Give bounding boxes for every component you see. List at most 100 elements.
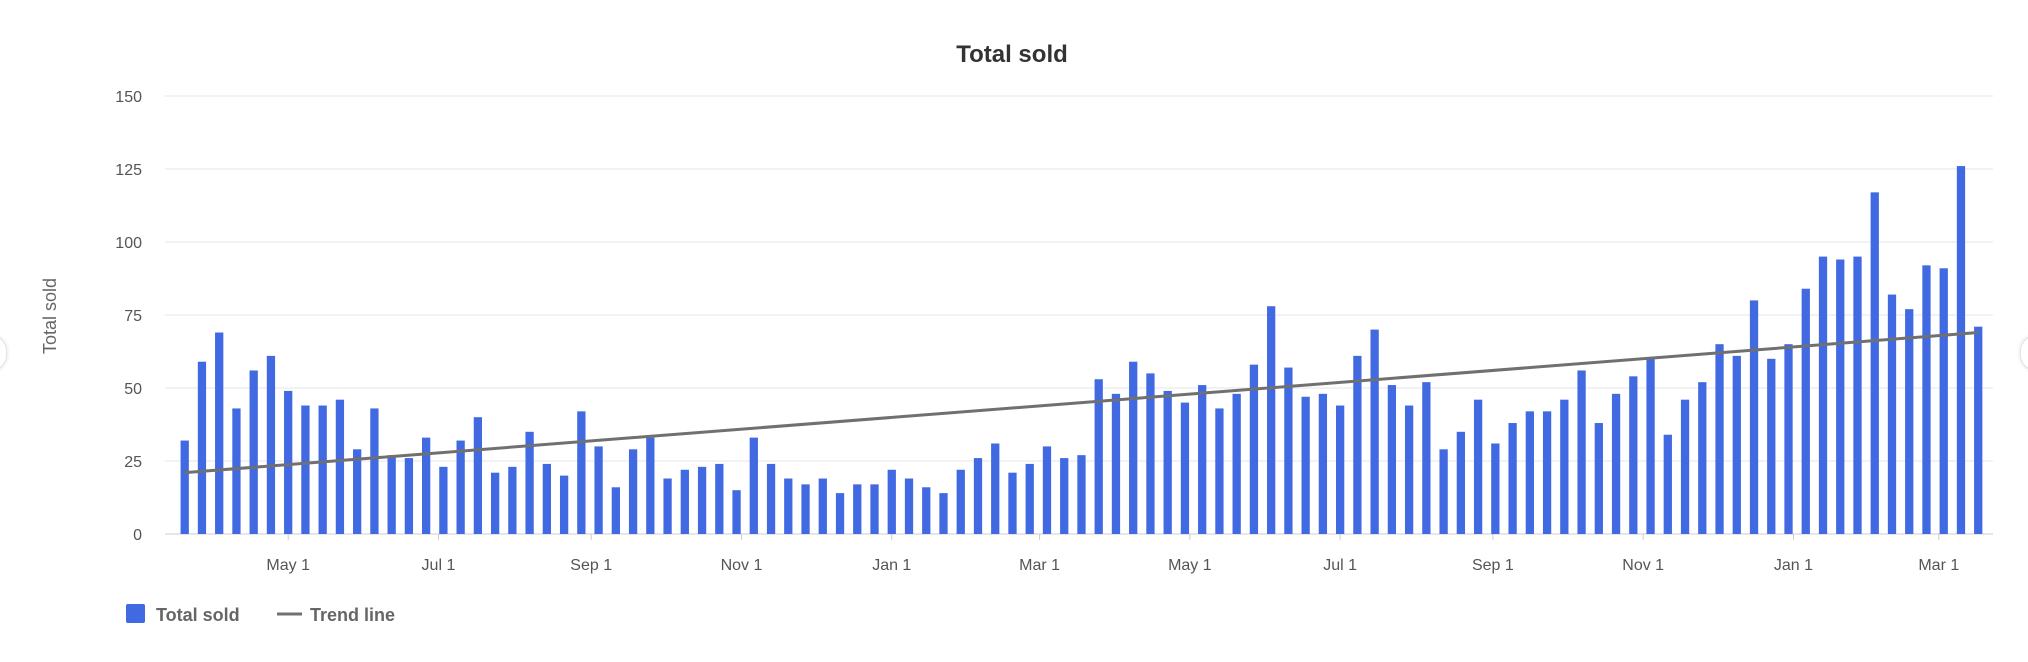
legend-item-total-sold[interactable]: Total sold <box>126 604 240 625</box>
bar[interactable] <box>525 431 534 534</box>
bar[interactable] <box>1491 443 1500 534</box>
bar[interactable] <box>870 484 879 534</box>
bar[interactable] <box>284 390 293 534</box>
bar[interactable] <box>1784 344 1793 534</box>
bar[interactable] <box>180 440 189 534</box>
bar[interactable] <box>628 449 638 534</box>
bar[interactable] <box>663 478 672 534</box>
bar[interactable] <box>456 440 465 534</box>
bar[interactable] <box>1129 361 1138 534</box>
bar[interactable] <box>1663 434 1672 534</box>
bar[interactable] <box>1611 393 1621 534</box>
bar[interactable] <box>784 478 793 534</box>
bar[interactable] <box>732 490 741 534</box>
bar[interactable] <box>215 332 224 534</box>
bar[interactable] <box>1577 370 1586 534</box>
bar[interactable] <box>301 405 310 534</box>
legend-item-trend-line[interactable]: Trend line <box>277 605 395 625</box>
bar[interactable] <box>1680 399 1690 534</box>
bar[interactable] <box>611 487 620 534</box>
bar[interactable] <box>266 355 276 534</box>
bar[interactable] <box>1939 268 1948 534</box>
bar[interactable] <box>1732 355 1741 534</box>
bar[interactable] <box>922 487 931 534</box>
bar[interactable] <box>1646 358 1655 534</box>
bar[interactable] <box>1473 399 1483 534</box>
bar[interactable] <box>853 484 862 534</box>
bar[interactable] <box>904 478 914 534</box>
bar[interactable] <box>1853 256 1862 534</box>
bar[interactable] <box>939 493 948 534</box>
bar[interactable] <box>1198 385 1207 534</box>
bar[interactable] <box>1508 423 1517 534</box>
bar[interactable] <box>835 493 845 534</box>
bar[interactable] <box>197 361 207 534</box>
bar[interactable] <box>559 475 569 534</box>
bar[interactable] <box>818 478 827 534</box>
bar[interactable] <box>370 408 379 534</box>
bar[interactable] <box>1042 446 1052 534</box>
bar[interactable] <box>1353 355 1362 534</box>
bar[interactable] <box>991 443 1000 534</box>
bar[interactable] <box>1060 458 1069 534</box>
bar[interactable] <box>1767 358 1776 534</box>
bar[interactable] <box>646 437 655 534</box>
bar[interactable] <box>680 469 689 534</box>
bar[interactable] <box>577 411 586 534</box>
bar[interactable] <box>1163 390 1172 534</box>
bar[interactable] <box>697 466 707 534</box>
bar[interactable] <box>1180 402 1190 534</box>
bar[interactable] <box>1905 309 1914 534</box>
bar[interactable] <box>1008 472 1017 534</box>
bar[interactable] <box>956 469 965 534</box>
bar[interactable] <box>1232 393 1241 534</box>
bar[interactable] <box>1525 411 1534 534</box>
bar[interactable] <box>1370 329 1379 534</box>
bar[interactable] <box>1818 256 1828 534</box>
bar[interactable] <box>1077 455 1086 534</box>
bar[interactable] <box>1801 288 1810 534</box>
bar[interactable] <box>1439 449 1448 534</box>
bar[interactable] <box>335 399 345 534</box>
bar[interactable] <box>1146 373 1155 534</box>
bar[interactable] <box>1749 300 1759 534</box>
bar[interactable] <box>887 469 896 534</box>
bar[interactable] <box>232 408 241 534</box>
bar[interactable] <box>1215 408 1224 534</box>
bar[interactable] <box>749 437 758 534</box>
bar[interactable] <box>404 458 414 534</box>
bar[interactable] <box>542 463 551 534</box>
bar[interactable] <box>801 484 810 534</box>
bar[interactable] <box>973 458 983 534</box>
bar[interactable] <box>1542 411 1552 534</box>
bar[interactable] <box>1301 396 1310 534</box>
bar[interactable] <box>766 463 776 534</box>
bar[interactable] <box>1094 379 1103 534</box>
bar[interactable] <box>1404 405 1414 534</box>
bar[interactable] <box>1284 367 1293 534</box>
bar[interactable] <box>439 466 448 534</box>
bar[interactable] <box>1594 423 1603 534</box>
bar[interactable] <box>1956 166 1966 534</box>
bar[interactable] <box>249 370 258 534</box>
bar[interactable] <box>715 463 724 534</box>
bar[interactable] <box>1887 294 1897 534</box>
bar[interactable] <box>1836 259 1845 534</box>
bar[interactable] <box>318 405 327 534</box>
bar[interactable] <box>1267 306 1276 534</box>
bar[interactable] <box>1870 192 1879 535</box>
bar[interactable] <box>1336 405 1345 534</box>
bar[interactable] <box>1922 265 1931 534</box>
bar[interactable] <box>508 466 517 534</box>
bar[interactable] <box>473 417 483 534</box>
bar[interactable] <box>1629 376 1638 534</box>
bar[interactable] <box>1249 364 1259 534</box>
bar[interactable] <box>1456 431 1465 534</box>
bar[interactable] <box>490 472 500 534</box>
bar[interactable] <box>1387 385 1397 534</box>
bar[interactable] <box>353 449 362 534</box>
bar[interactable] <box>1422 382 1431 534</box>
bar[interactable] <box>1698 382 1707 534</box>
bar[interactable] <box>594 446 603 534</box>
bar[interactable] <box>1025 463 1034 534</box>
